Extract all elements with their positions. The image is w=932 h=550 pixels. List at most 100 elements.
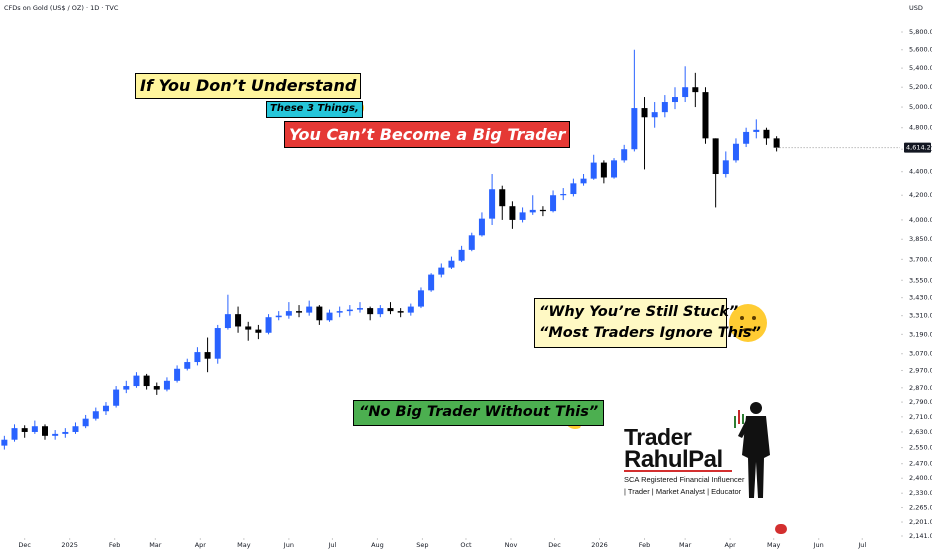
- candle-body: [194, 352, 201, 363]
- candle-body: [600, 162, 607, 178]
- candle-body: [682, 87, 689, 98]
- candle-body: [174, 368, 181, 381]
- annotation: “Why You’re Still Stuck”: [539, 304, 739, 320]
- candle-body: [336, 311, 343, 313]
- candle-body: [133, 375, 140, 387]
- x-tick-label: Apr: [725, 541, 737, 549]
- candle-body: [763, 129, 770, 139]
- trader-silhouette: [734, 402, 770, 498]
- candle-body: [458, 249, 465, 261]
- candle-body: [387, 308, 394, 312]
- candle-body: [255, 329, 262, 333]
- x-tick-label: Apr: [195, 541, 207, 549]
- y-tick-label: 3,070.000: [909, 350, 932, 358]
- candle-body: [92, 411, 99, 419]
- candle-body: [621, 149, 628, 161]
- candle-body: [692, 87, 699, 93]
- last-price-label: 4,614.230: [906, 144, 932, 152]
- x-tick-label: Sep: [416, 541, 428, 549]
- x-tick-label: Nov: [505, 541, 518, 549]
- candle-body: [509, 206, 516, 220]
- candle-body: [11, 428, 18, 440]
- annotation-box: “Why You’re Still Stuck” “Most Traders I…: [534, 298, 761, 348]
- candle-body: [773, 138, 780, 148]
- candle-body: [712, 138, 719, 175]
- flag-icon: [775, 524, 787, 534]
- candle-body: [448, 260, 455, 268]
- candle-body: [265, 317, 272, 333]
- candle-body: [519, 212, 526, 220]
- candle-body: [438, 267, 445, 275]
- y-tick-label: 2,201.000: [909, 518, 932, 526]
- y-tick-label: 3,550.000: [909, 276, 932, 284]
- y-tick-label: 3,430.000: [909, 294, 932, 302]
- candle-body: [499, 189, 506, 207]
- x-tick-label: Jun: [813, 541, 824, 549]
- last-price-box: [904, 142, 931, 153]
- y-tick-label: 5,400.000: [909, 64, 932, 72]
- candle-body: [42, 426, 48, 436]
- y-tick-label: 2,470.000: [909, 460, 932, 468]
- candle-body: [417, 290, 424, 307]
- candle-body: [468, 235, 475, 250]
- candle-body: [113, 389, 120, 406]
- candle-body: [428, 274, 435, 291]
- candle-body: [52, 433, 59, 436]
- candle-body: [285, 311, 292, 316]
- y-tick-label: 2,141.000: [909, 532, 932, 540]
- x-tick-label: May: [237, 541, 251, 549]
- candle-body: [539, 209, 546, 212]
- candle-body: [275, 315, 282, 318]
- candle-body: [102, 405, 109, 412]
- logo-text: Trader: [624, 424, 692, 450]
- candle-body: [214, 328, 221, 359]
- y-tick-label: 4,200.000: [909, 191, 932, 199]
- annotation: You Can’t Become a Big Trader: [284, 121, 571, 148]
- y-tick-label: 5,200.000: [909, 83, 932, 91]
- candle-body: [357, 308, 363, 310]
- y-tick-label: 4,400.000: [909, 168, 932, 176]
- logo-text: RahulPal: [624, 446, 723, 473]
- y-tick-label: 2,265.000: [909, 504, 932, 512]
- candle-body: [123, 386, 130, 390]
- candle-body: [550, 195, 557, 212]
- x-tick-label: Jul: [327, 541, 336, 549]
- y-tick-label: 4,800.000: [909, 124, 932, 132]
- y-tick-label: 2,870.000: [909, 384, 932, 392]
- x-tick-label: Jul: [857, 541, 866, 549]
- candle-body: [1, 439, 8, 446]
- logo-tagline: SCA Registered Financial Influencer: [624, 475, 745, 484]
- candle-body: [529, 209, 536, 213]
- candle-body: [143, 375, 150, 387]
- candle-body: [743, 131, 750, 144]
- y-tick-label: 4,000.000: [909, 216, 932, 224]
- candle-body: [672, 97, 678, 103]
- x-tick-label: Aug: [371, 541, 384, 549]
- x-tick-label: 2025: [61, 541, 78, 549]
- candle-body: [163, 380, 170, 390]
- candle-body: [560, 194, 567, 196]
- candle-body: [235, 314, 242, 327]
- x-tick-label: Feb: [109, 541, 121, 549]
- x-tick-label: Feb: [639, 541, 651, 549]
- x-tick-label: Oct: [460, 541, 472, 549]
- candle-body: [296, 311, 303, 313]
- y-tick-label: 2,550.000: [909, 444, 932, 452]
- chart-title: CFDs on Gold (US$ / OZ) · 1D · TVC: [4, 4, 119, 12]
- candle-body: [631, 108, 638, 150]
- annotation: “No Big Trader Without This”: [353, 400, 605, 426]
- annotation: If You Don’t Understand: [135, 73, 362, 99]
- candle-body: [153, 386, 160, 390]
- annotation: “Most Traders Ignore This”: [539, 325, 761, 341]
- y-tick-label: 2,400.000: [909, 474, 932, 482]
- y-tick-label: 5,000.000: [909, 103, 932, 111]
- y-tick-label: 2,790.000: [909, 398, 932, 406]
- candle-body: [478, 218, 485, 236]
- y-tick-label: 2,710.000: [909, 413, 932, 421]
- x-tick-label: Dec: [548, 541, 561, 549]
- candle-body: [570, 183, 577, 195]
- candle-body: [346, 309, 353, 312]
- candle-body: [407, 306, 414, 313]
- candle-body: [204, 352, 211, 359]
